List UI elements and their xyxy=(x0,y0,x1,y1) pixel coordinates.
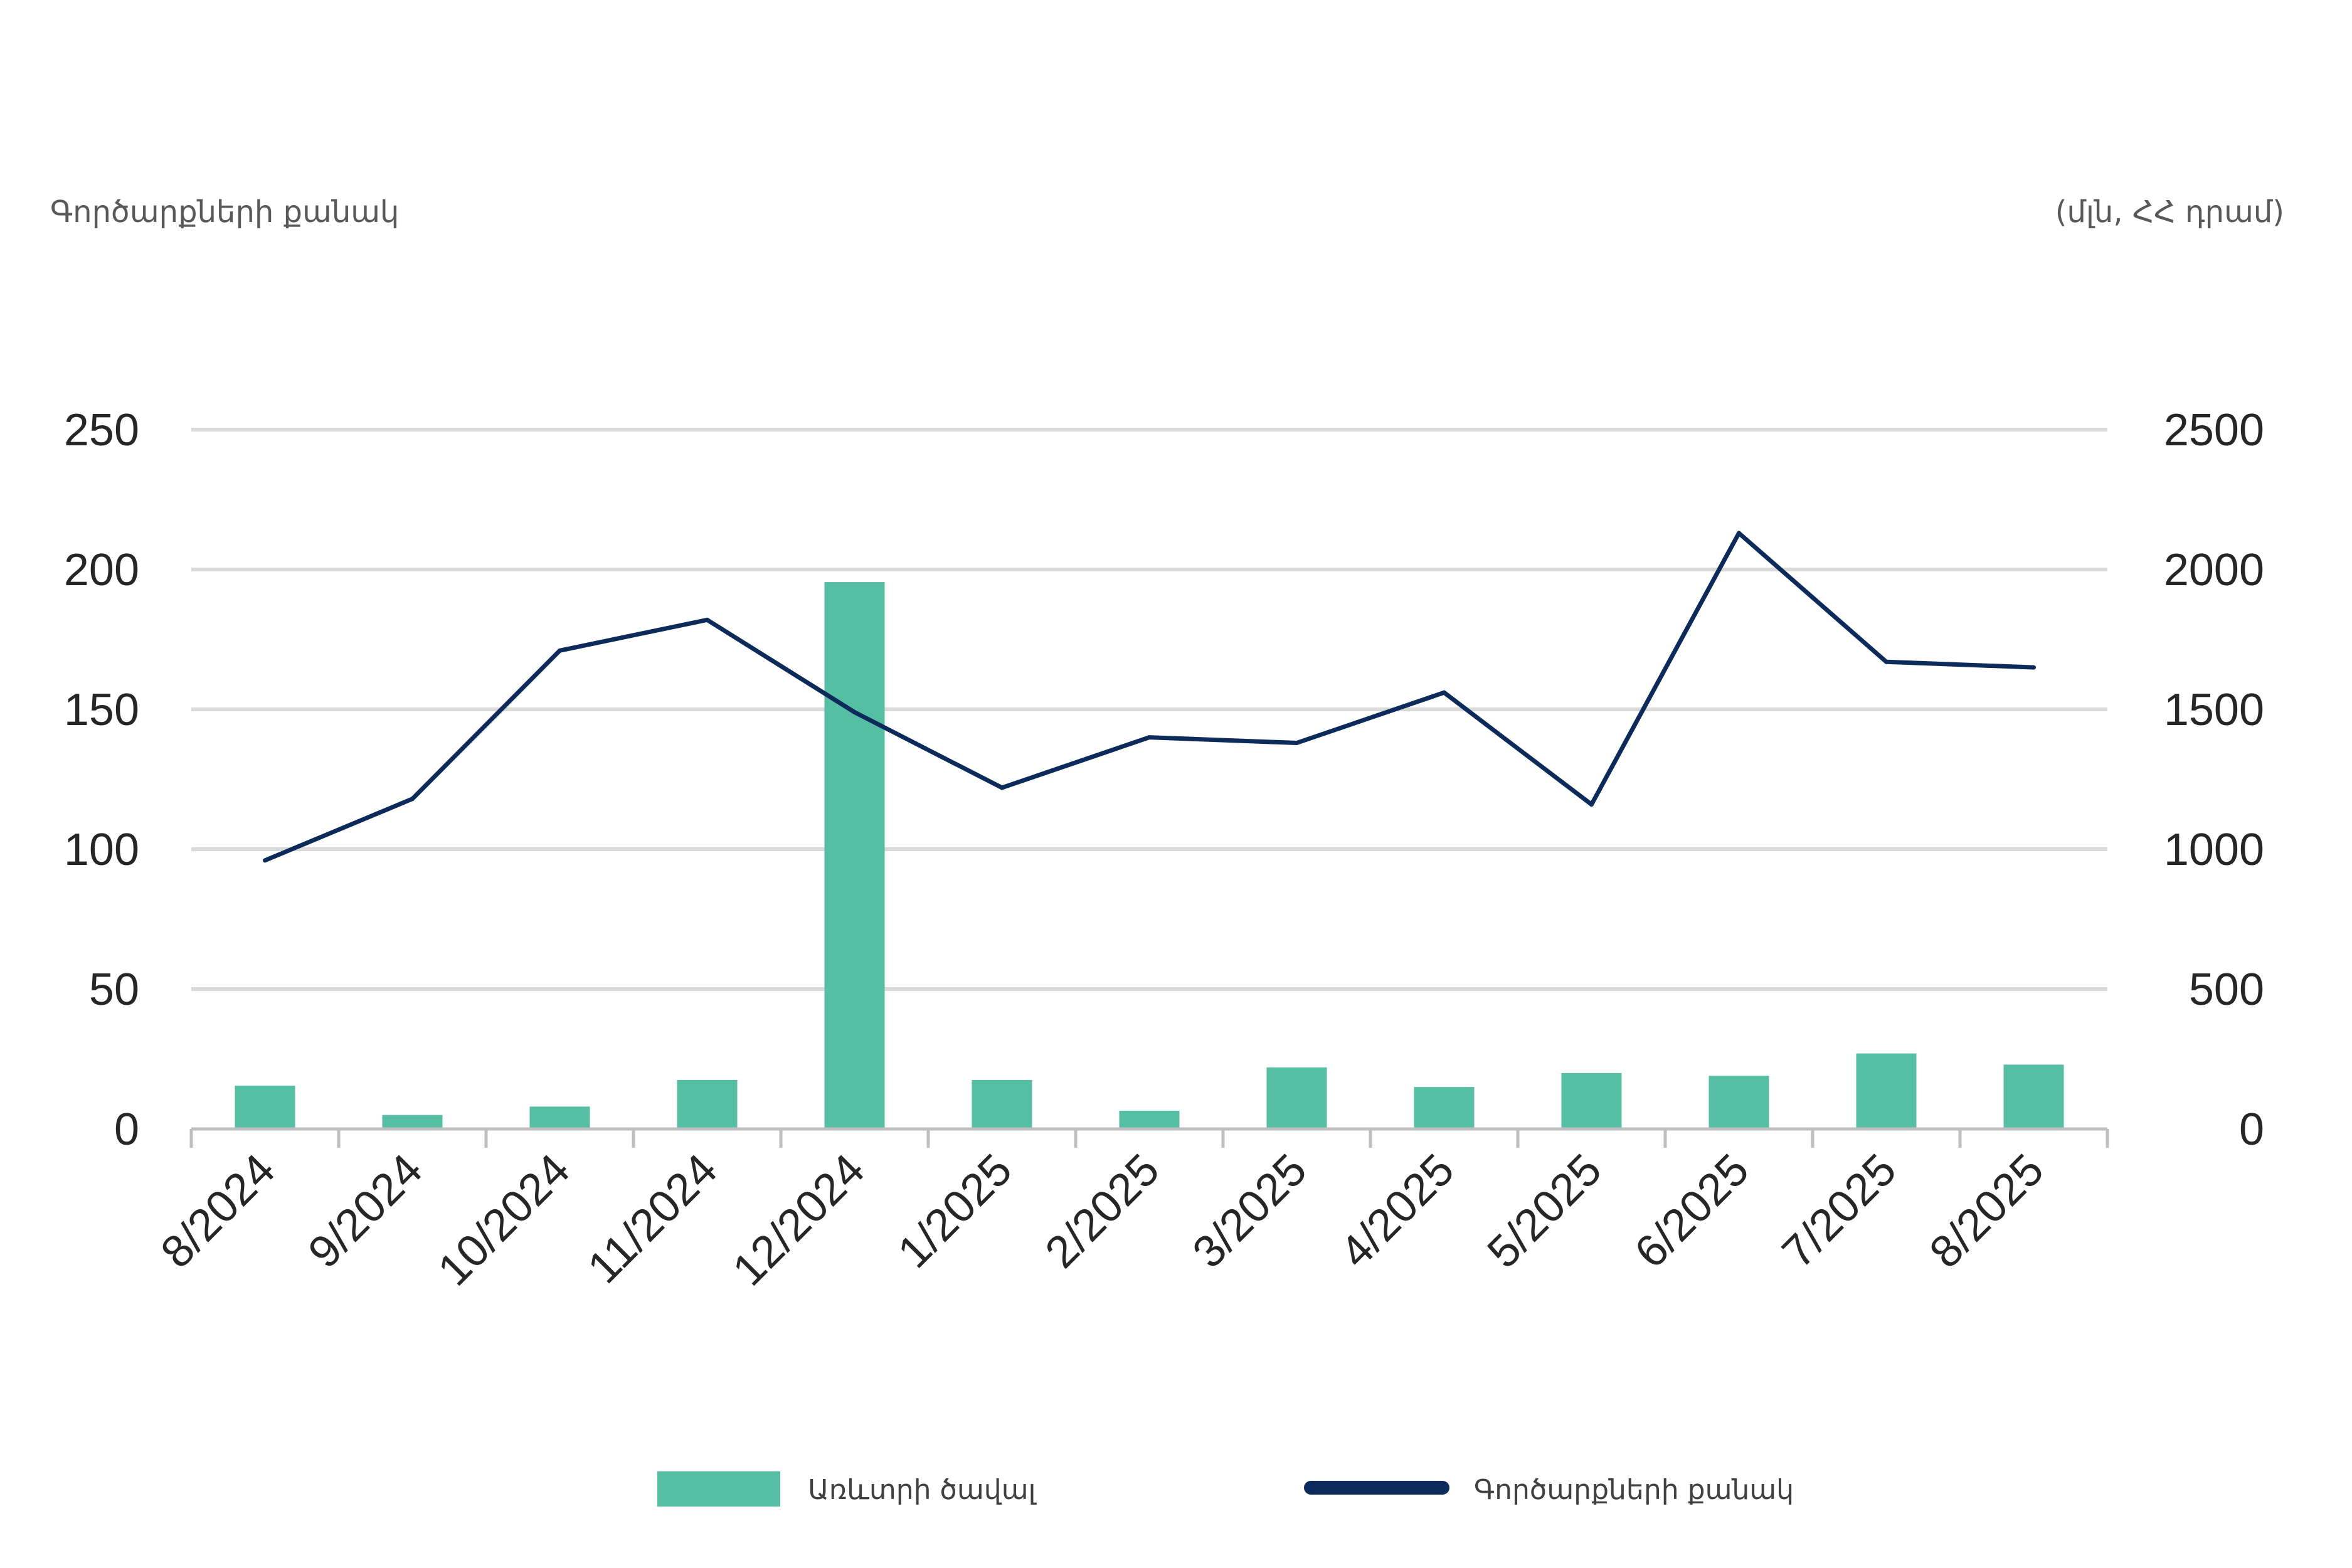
left-tick-label: 150 xyxy=(64,685,139,735)
line-point-11/2024 xyxy=(705,617,709,622)
bar-5/2025 xyxy=(1561,1073,1622,1129)
right-y-axis: 0 500 1000 1500 2000 2500 xyxy=(2164,405,2264,1155)
bar-3/2025 xyxy=(1266,1067,1327,1129)
right-tick-label: 0 xyxy=(2239,1104,2264,1155)
gridlines xyxy=(191,428,2107,991)
bar-7/2025 xyxy=(1856,1053,1917,1129)
x-tick-label: 12/2024 xyxy=(723,1145,874,1296)
bar-2/2025 xyxy=(1119,1111,1180,1129)
left-axis-caption: Գործարքների քանակ xyxy=(50,194,400,230)
line-point-1/2025 xyxy=(1000,785,1004,790)
line-point-7/2025 xyxy=(1884,659,1888,664)
line-path xyxy=(264,531,2034,863)
bar-10/2024 xyxy=(529,1106,590,1129)
line-point-6/2025 xyxy=(1737,531,1741,536)
x-tick-label: 5/2025 xyxy=(1478,1145,1611,1278)
line-point-8/2025 xyxy=(2032,665,2036,670)
line-point-12/2024 xyxy=(852,709,857,714)
line-point-8/2024 xyxy=(263,858,267,863)
right-tick-label: 500 xyxy=(2189,965,2264,1015)
left-tick-label: 100 xyxy=(64,825,139,875)
left-y-axis: 0 50 100 150 200 250 xyxy=(64,405,139,1155)
x-tick-label: 2/2025 xyxy=(1036,1145,1169,1278)
right-tick-label: 2000 xyxy=(2164,545,2264,595)
line-series xyxy=(263,531,2036,863)
x-tick-label: 3/2025 xyxy=(1184,1145,1316,1278)
legend-label-line: Գործարքների քանակ xyxy=(1474,1474,1794,1506)
line-point-10/2024 xyxy=(558,648,562,653)
right-tick-label: 2500 xyxy=(2164,405,2264,455)
x-tick-label: 11/2024 xyxy=(578,1145,727,1293)
bar-9/2024 xyxy=(382,1115,443,1129)
x-axis xyxy=(189,1127,2109,1148)
line-point-3/2025 xyxy=(1295,741,1299,746)
x-tick-label: 7/2025 xyxy=(1773,1145,1906,1278)
line-point-4/2025 xyxy=(1442,690,1446,695)
x-tick-label: 8/2025 xyxy=(1920,1145,2053,1278)
bar-8/2024 xyxy=(235,1085,295,1129)
bar-4/2025 xyxy=(1414,1087,1475,1129)
left-tick-label: 200 xyxy=(64,545,139,595)
bar-11/2024 xyxy=(677,1079,738,1129)
bar-6/2025 xyxy=(1708,1076,1769,1129)
bar-12/2024 xyxy=(824,582,885,1129)
line-point-2/2025 xyxy=(1147,735,1152,740)
bar-8/2025 xyxy=(2003,1064,2064,1129)
left-tick-label: 0 xyxy=(114,1104,139,1155)
x-tick-label: 8/2024 xyxy=(152,1145,285,1278)
x-tick-label: 1/2025 xyxy=(889,1145,1022,1278)
x-tick-label: 6/2025 xyxy=(1626,1145,1759,1278)
bar-1/2025 xyxy=(972,1079,1032,1129)
bar-series xyxy=(235,582,2064,1129)
right-tick-label: 1500 xyxy=(2164,685,2264,735)
x-tick-label: 10/2024 xyxy=(428,1145,580,1296)
x-tick-label: 4/2025 xyxy=(1331,1145,1464,1278)
line-point-5/2025 xyxy=(1589,802,1594,807)
legend: Առևտրի ծավալ Գործարքների քանակ xyxy=(657,1471,1794,1507)
x-tick-label: 9/2024 xyxy=(299,1145,432,1278)
line-point-9/2024 xyxy=(410,797,415,802)
legend-swatch-bars xyxy=(657,1471,780,1507)
left-tick-label: 50 xyxy=(89,965,139,1015)
legend-label-bars: Առևտրի ծավալ xyxy=(808,1474,1037,1506)
right-tick-label: 1000 xyxy=(2164,825,2264,875)
right-axis-caption: (մլն, ՀՀ դրամ) xyxy=(2055,194,2284,230)
left-tick-label: 250 xyxy=(64,405,139,455)
